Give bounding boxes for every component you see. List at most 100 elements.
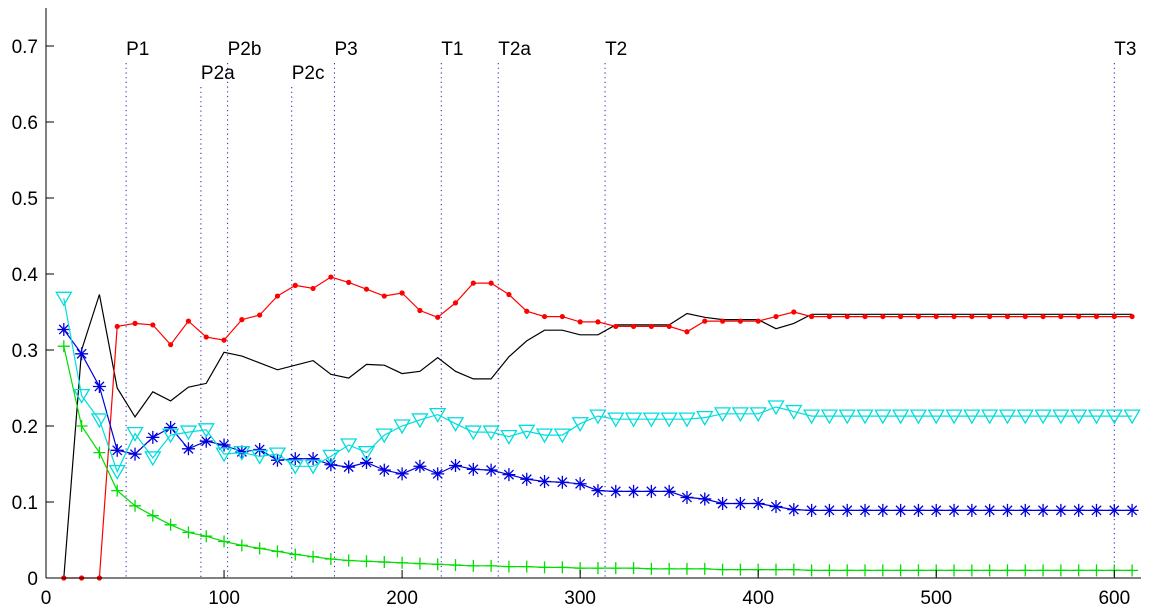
data-point: [767, 400, 785, 416]
data-point: [630, 323, 637, 330]
data-point: [538, 474, 552, 488]
event-label: P3: [334, 39, 357, 60]
data-point: [292, 282, 298, 288]
data-point: [680, 490, 694, 504]
data-point: [1107, 503, 1121, 517]
data-point: [500, 429, 518, 445]
data-point: [987, 313, 993, 320]
data-point: [164, 518, 177, 531]
data-point: [342, 554, 355, 567]
data-point: [998, 409, 1017, 425]
data-point: [346, 279, 352, 285]
data-point: [502, 468, 516, 482]
data-point: [933, 313, 939, 320]
data-point: [1123, 409, 1141, 425]
x-tick-label: 400: [742, 588, 774, 609]
data-point: [470, 280, 476, 286]
event-label: T2a: [498, 39, 531, 60]
data-point: [506, 291, 512, 298]
data-point: [965, 503, 979, 517]
event-label: T3: [1114, 39, 1136, 60]
data-point: [809, 313, 815, 320]
data-point: [733, 497, 747, 511]
data-point: [144, 451, 162, 467]
x-tick-label: 300: [564, 588, 596, 609]
data-point: [1034, 409, 1052, 425]
data-point: [624, 412, 643, 428]
event-markers: P1 P2a P2b P2c P3 T1 T2a T2 T3: [125, 39, 1136, 578]
data-point: [411, 413, 429, 429]
data-point: [1019, 564, 1032, 577]
event-label: T1: [441, 39, 463, 60]
x-tick-label: 500: [920, 588, 952, 609]
data-point: [858, 503, 872, 517]
data-point: [556, 561, 569, 574]
data-point: [520, 472, 534, 486]
data-point: [375, 428, 393, 444]
data-point: [1070, 409, 1088, 425]
data-point: [482, 425, 500, 441]
data-point: [898, 313, 904, 320]
data-point: [559, 313, 565, 320]
data-point: [911, 503, 925, 517]
data-point: [894, 564, 907, 577]
data-point: [666, 323, 672, 330]
event-label: P1: [126, 39, 149, 60]
data-point: [535, 428, 554, 444]
data-point: [324, 553, 337, 565]
data-point: [1036, 503, 1050, 517]
data-point: [927, 409, 945, 425]
data-point: [595, 319, 601, 325]
data-point: [307, 550, 320, 563]
data-point: [233, 445, 251, 461]
data-point: [164, 421, 178, 435]
data-point: [146, 509, 159, 522]
data-point: [1072, 564, 1085, 577]
data-point: [464, 425, 482, 441]
data-point: [609, 484, 623, 498]
data-point: [802, 409, 821, 425]
data-point: [589, 409, 607, 425]
x-tick-label: 0: [41, 588, 52, 609]
data-point: [1072, 503, 1086, 517]
data-point: [1022, 313, 1028, 320]
data-point: [215, 447, 233, 463]
data-point: [613, 323, 619, 330]
y-tick-label: 0.7: [12, 37, 38, 58]
data-point: [787, 563, 800, 576]
data-point: [431, 467, 445, 481]
data-point: [197, 423, 215, 439]
data-point: [1037, 564, 1050, 577]
data-point: [55, 291, 73, 307]
data-point: [1076, 313, 1082, 320]
data-point: [359, 455, 373, 469]
data-point: [466, 462, 480, 476]
data-point: [413, 557, 426, 570]
data-point: [876, 564, 889, 577]
data-point: [93, 446, 106, 459]
data-point: [571, 417, 589, 433]
data-point: [963, 409, 981, 425]
data-point: [413, 459, 427, 473]
data-point: [856, 409, 874, 425]
data-point: [1016, 409, 1034, 425]
data-point: [591, 484, 605, 498]
data-point: [484, 463, 498, 477]
data-point: [395, 467, 409, 481]
data-point: [518, 424, 536, 440]
data-point: [716, 497, 730, 511]
data-point: [1125, 503, 1139, 517]
data-point: [1054, 564, 1067, 577]
data-point: [75, 347, 89, 361]
y-tick-label: 0.6: [12, 113, 38, 134]
data-point: [698, 492, 712, 506]
data-point: [1105, 409, 1123, 425]
data-point: [859, 564, 872, 577]
data-point: [377, 463, 391, 477]
axes: 0 100 200 300 400 500 600 0 0.1 0.2 0.3 0.4 0.5 0.6 0.…: [12, 8, 1141, 609]
data-point: [253, 443, 267, 457]
y-tick-label: 0.4: [12, 265, 39, 286]
data-point: [983, 564, 996, 577]
y-tick-label: 0.3: [12, 341, 38, 362]
data-point: [751, 497, 765, 511]
